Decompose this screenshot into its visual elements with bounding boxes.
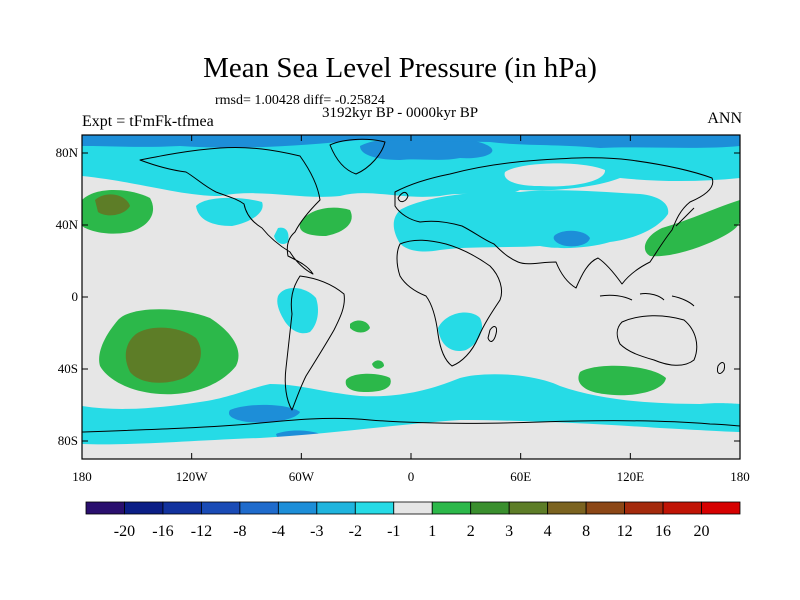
- north-pacific-high-east: [644, 200, 740, 257]
- longitude-axis: 180 120W 60W 0 60E 120E 180: [72, 135, 750, 484]
- arctic-light-patch: [504, 163, 606, 187]
- colorbar-label: 16: [655, 523, 671, 540]
- colorbar-label: 8: [582, 523, 590, 540]
- season-label: ANN: [707, 110, 742, 127]
- south-atlantic-high-dot: [372, 360, 384, 369]
- colorbar-label: 12: [617, 523, 633, 540]
- map-title: Mean Sea Level Pressure (in hPa): [203, 52, 597, 84]
- colorbar-label: -3: [310, 523, 323, 540]
- north-atlantic-high: [299, 207, 352, 236]
- south-pacific-core: [125, 327, 201, 383]
- colorbar-swatch: [239, 501, 279, 515]
- colorbar-swatch: [431, 501, 472, 515]
- coast-africa: [396, 239, 503, 367]
- indian-ocean-high: [578, 365, 666, 396]
- north-pacific-core: [95, 194, 130, 216]
- coast-greenland: [329, 138, 386, 175]
- southern-africa-low: [438, 312, 483, 352]
- colorbar-label: -2: [349, 523, 362, 540]
- colorbar-swatch: [508, 501, 549, 515]
- colorbar-label: 2: [467, 523, 475, 540]
- coast-eurasia: [394, 157, 714, 289]
- antarctic-band: [82, 420, 740, 459]
- coast-new-zealand: [717, 362, 725, 374]
- lon-tick-label: 60W: [289, 469, 315, 484]
- colorbar-label: 1: [428, 523, 436, 540]
- colorbar-swatch: [124, 501, 164, 515]
- colorbar-swatch: [85, 501, 125, 515]
- experiment-label: Expt = tFmFk-tfmea: [82, 113, 214, 130]
- colorbar-swatch: [277, 501, 318, 515]
- colorbar-label: -20: [114, 523, 135, 540]
- coast-south-america: [284, 275, 345, 411]
- colorbar-swatch: [354, 501, 395, 515]
- greenland-low: [360, 137, 493, 160]
- period-subtitle: 3192kyr BP - 0000kyr BP: [322, 105, 479, 121]
- colorbar-label: -8: [233, 523, 246, 540]
- colorbar-swatch: [701, 501, 741, 515]
- arctic-low-strip: [82, 135, 740, 148]
- coast-uk: [397, 191, 409, 203]
- colorbar-label: -16: [152, 523, 173, 540]
- lat-tick-label: 80N: [56, 145, 79, 160]
- coast-north-america: [139, 146, 321, 275]
- colorbar-label: -1: [387, 523, 400, 540]
- colorbar-label: -4: [272, 523, 285, 540]
- lon-tick-label: 120W: [176, 469, 209, 484]
- lon-tick-label: 0: [408, 469, 415, 484]
- coastlines: [82, 138, 740, 433]
- baja-low: [274, 227, 289, 244]
- colorbar-label: 4: [544, 523, 552, 540]
- colorbar-swatch: [547, 501, 587, 515]
- southern-ocean-light: [228, 404, 300, 423]
- lon-tick-label: 60E: [510, 469, 531, 484]
- map-plot-area: [82, 135, 740, 459]
- stats-subtitle: rmsd= 1.00428 diff= -0.25824: [215, 93, 385, 108]
- coast-antarctica: [82, 417, 740, 433]
- north-america-low: [196, 197, 263, 226]
- latitude-axis: 80N 40N 0 40S 80S: [56, 145, 740, 448]
- lat-tick-label: 40S: [58, 361, 78, 376]
- coast-japan: [675, 207, 695, 227]
- colorbar-swatch: [470, 501, 510, 515]
- colorbar-label: -12: [191, 523, 212, 540]
- south-atlantic-high: [345, 373, 391, 392]
- lat-tick-label: 0: [72, 289, 79, 304]
- lon-tick-label: 180: [730, 469, 750, 484]
- colorbar-swatch: [624, 501, 664, 515]
- south-america-low: [277, 287, 318, 334]
- colorbar: -20 -16 -12 -8 -4 -3 -2 -1 1 2 3 4 8 12 16 20: [85, 501, 741, 540]
- colorbar-swatch: [393, 501, 433, 515]
- colorbar-swatch: [201, 501, 241, 515]
- colorbar-swatch: [662, 501, 702, 515]
- colorbar-swatch: [162, 501, 202, 515]
- colorbar-swatch: [316, 501, 356, 515]
- coast-australia: [616, 315, 698, 366]
- tibet-low: [553, 230, 590, 247]
- lon-tick-label: 120E: [617, 469, 645, 484]
- colorbar-label: 3: [505, 523, 513, 540]
- lon-tick-label: 180: [72, 469, 92, 484]
- eurasia-low: [393, 190, 669, 252]
- coast-indonesia: [599, 293, 695, 307]
- colorbar-swatch: [585, 501, 625, 515]
- lat-tick-label: 80S: [58, 433, 78, 448]
- coast-madagascar: [487, 326, 497, 342]
- lat-tick-label: 40N: [56, 217, 79, 232]
- colorbar-label: 20: [694, 523, 710, 540]
- south-atlantic-high-small: [350, 320, 370, 333]
